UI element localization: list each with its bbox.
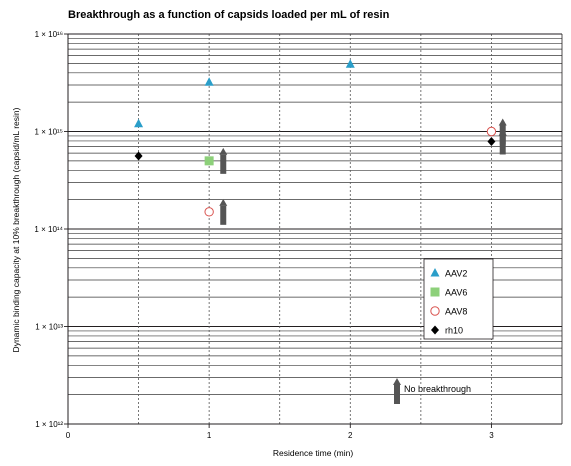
annotation-label-bg [403, 384, 473, 394]
legend-marker-rh10 [431, 325, 439, 335]
grid-lines [67, 33, 563, 425]
legend-label-aav2: AAV2 [445, 269, 467, 279]
data-point-rh10 [134, 151, 143, 161]
data-point-aav8 [204, 207, 214, 217]
arrow-shaft [499, 135, 506, 155]
annotation-arrow [393, 378, 401, 404]
no-breakthrough-annotation: No breakthrough [393, 378, 473, 404]
legend-label-aav8: AAV8 [445, 307, 467, 317]
no-breakthrough-arrow [219, 147, 228, 174]
legend-label-rh10: rh10 [445, 326, 463, 336]
no-breakthrough-arrow [219, 198, 228, 225]
data-point-aav2 [204, 77, 214, 86]
data-point-aav6 [204, 156, 214, 166]
legend-marker-aav6 [430, 287, 440, 297]
legend-marker-aav2 [430, 268, 440, 277]
arrow-shaft [394, 385, 400, 404]
y-axis: 1 × 10¹² 1 × 10¹³ 1 × 10¹⁴ 1 × 10¹⁵ 1 × 10¹⁶ [34, 30, 68, 429]
y-axis-title: Dynamic binding capacity at 10% breakthr… [11, 107, 21, 352]
y-tick-label: 1 × 10¹² [35, 420, 63, 429]
arrow-head [219, 147, 228, 155]
data-point-aav2 [134, 118, 144, 128]
x-tick-label: 0 [66, 431, 71, 440]
x-tick-label: 2 [348, 431, 353, 440]
y-tick-label: 1 × 10¹⁴ [34, 225, 63, 234]
data-point-aav2 [345, 59, 355, 68]
y-tick-label: 1 × 10¹⁵ [35, 128, 63, 137]
x-tick-label: 1 [207, 431, 212, 440]
data-point-rh10 [487, 136, 496, 146]
no-breakthrough-arrow [498, 128, 507, 155]
arrow-shaft [220, 154, 227, 174]
annotation-label: No breakthrough [404, 384, 471, 394]
arrow-head [498, 118, 507, 126]
chart-title: Breakthrough as a function of capsids lo… [68, 9, 390, 21]
arrow-head [219, 198, 228, 206]
y-tick-label: 1 × 10¹³ [35, 323, 63, 332]
y-tick-label: 1 × 10¹⁶ [35, 30, 63, 39]
data-point-aav8 [486, 126, 497, 137]
legend-label-aav6: AAV6 [445, 288, 467, 298]
no-breakthrough-arrows [219, 118, 507, 225]
legend: AAV2 AAV6 AAV8 rh10 [423, 258, 494, 340]
x-axis-title: Residence time (min) [273, 448, 353, 458]
legend-marker-aav8 [430, 306, 440, 316]
arrow-head [393, 378, 401, 385]
x-axis: 0 1 2 3 [66, 424, 494, 440]
arrow-shaft [220, 205, 227, 225]
x-tick-label: 3 [489, 431, 494, 440]
arrow-head [498, 128, 507, 136]
data-points [134, 59, 497, 217]
